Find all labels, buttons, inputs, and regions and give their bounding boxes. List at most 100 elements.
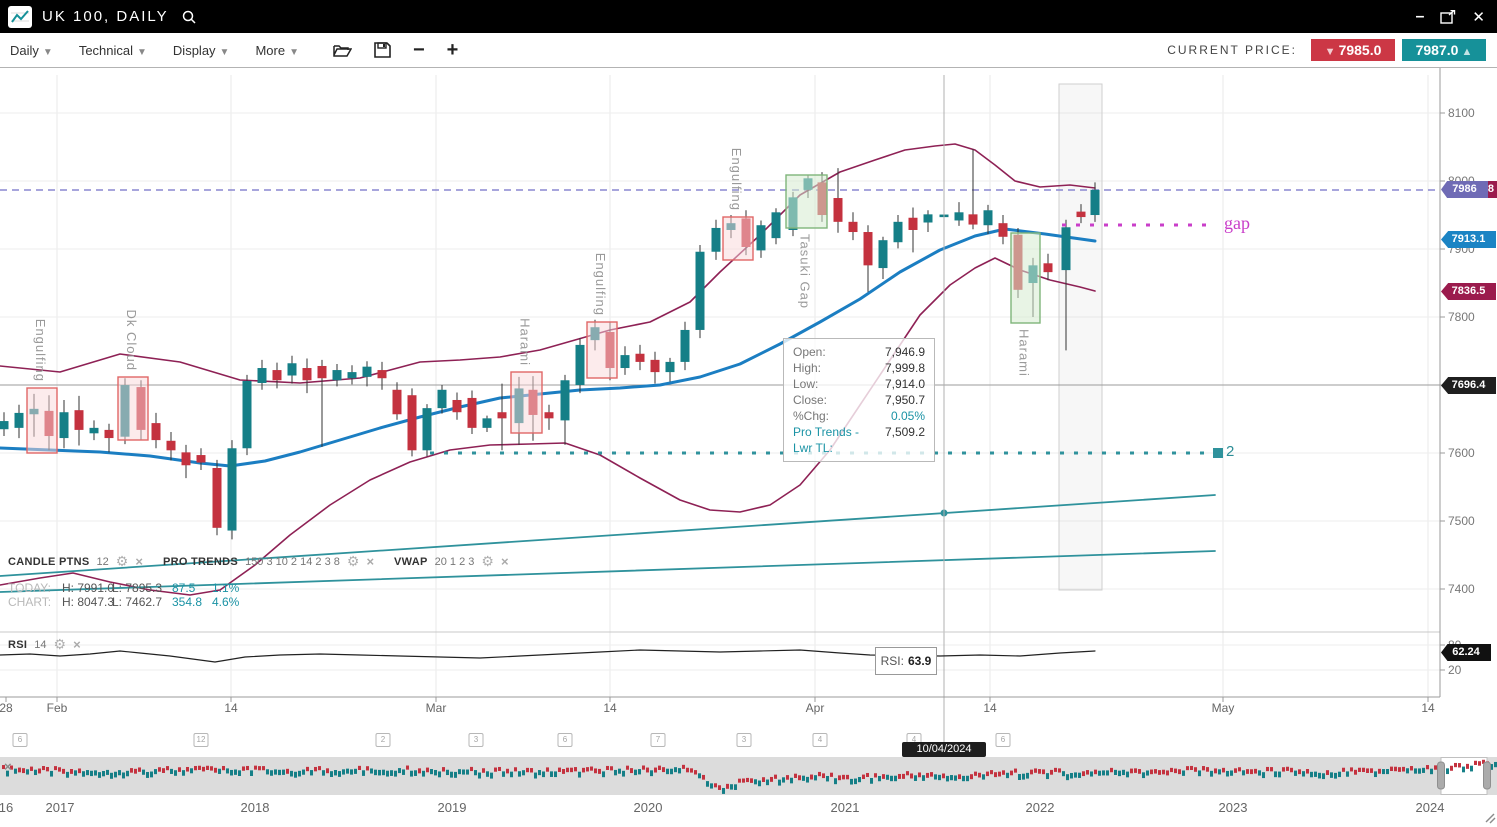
nav-candle (1242, 770, 1245, 776)
nav-candle (994, 772, 997, 778)
nav-handle-left[interactable] (1437, 761, 1445, 790)
menu-technical[interactable]: Technical ▼ (79, 43, 147, 58)
nav-candle (1258, 770, 1261, 776)
menu-more[interactable]: More ▼ (255, 43, 299, 58)
nav-candle (534, 772, 537, 779)
nav-candle (502, 771, 505, 777)
nav-candle (886, 774, 889, 780)
search-icon[interactable] (181, 9, 197, 25)
remove-indicator-icon[interactable]: × (135, 554, 143, 569)
nav-candle (114, 771, 117, 778)
nav-candle (474, 770, 477, 776)
nav-candle (746, 777, 749, 783)
nav-candle (1102, 770, 1105, 776)
remove-indicator-icon[interactable]: × (366, 554, 375, 569)
nav-candle (818, 771, 821, 777)
nav-candle (1466, 763, 1469, 769)
gear-icon[interactable]: ⚙ (346, 553, 360, 569)
nav-candle (26, 769, 29, 775)
nav-candle (966, 775, 969, 782)
nav-candle (398, 768, 401, 774)
nav-candle (850, 778, 853, 785)
nav-candle (306, 766, 309, 772)
nav-candle (1254, 768, 1257, 774)
nav-candle (50, 770, 53, 777)
nav-candle (1046, 773, 1049, 780)
minimize-button[interactable]: – (1415, 7, 1425, 25)
menu-display[interactable]: Display ▼ (173, 43, 230, 58)
nav-candle (1398, 767, 1401, 772)
gear-icon[interactable]: ⚙ (115, 553, 129, 569)
menu-label: Display (172, 42, 216, 58)
close-button[interactable]: ✕ (1472, 8, 1485, 26)
navigator-close-icon[interactable]: × (4, 759, 12, 774)
nav-candle (566, 767, 569, 773)
chart-svg[interactable] (0, 68, 1497, 827)
nav-candle (142, 769, 145, 775)
nav-candle (206, 765, 209, 770)
nav-candle (938, 774, 941, 781)
nav-candle (1414, 768, 1417, 774)
nav-candle (518, 771, 521, 777)
nav-candle (58, 767, 61, 772)
nav-candle (494, 767, 497, 772)
nav-candle (242, 766, 245, 771)
gear-icon[interactable]: ⚙ (481, 553, 494, 569)
nav-candle (346, 768, 349, 774)
candle-body (560, 380, 570, 421)
nav-candle (170, 768, 173, 774)
nav-candle (1190, 765, 1193, 770)
zoom-out-icon[interactable]: − (412, 39, 425, 61)
nav-candle (126, 770, 129, 777)
zoom-in-icon[interactable]: + (446, 39, 459, 61)
nav-candle (646, 767, 649, 773)
nav-candle (458, 769, 461, 775)
nav-candle (1118, 770, 1121, 777)
nav-candle (1478, 761, 1481, 766)
save-icon[interactable] (374, 42, 391, 58)
nav-candle (614, 769, 617, 776)
nav-candle (814, 775, 817, 781)
sell-price-badge[interactable]: ▼ 7985.0 (1311, 39, 1395, 61)
nav-candle (802, 775, 805, 781)
nav-candle (738, 778, 741, 783)
nav-candle (546, 767, 549, 772)
nav-candle (454, 771, 457, 778)
nav-candle (954, 775, 957, 781)
nav-candle (606, 765, 609, 770)
remove-indicator-icon[interactable]: × (73, 637, 81, 652)
candle-body (467, 397, 477, 428)
level-marker (1213, 448, 1223, 458)
menu-daily[interactable]: Daily ▼ (10, 43, 53, 58)
nav-candle (1070, 772, 1073, 779)
candle-body (452, 399, 462, 413)
popout-button[interactable] (1440, 9, 1456, 24)
candle-body (104, 429, 114, 439)
candle-body (756, 225, 766, 251)
nav-candle (854, 778, 857, 785)
nav-candle (18, 767, 21, 773)
nav-candle (298, 770, 301, 777)
remove-indicator-icon[interactable]: × (500, 554, 509, 569)
navigator-strip[interactable] (0, 757, 1497, 795)
nav-candle (86, 770, 89, 776)
nav-candle (1226, 770, 1229, 777)
candle-body (347, 372, 357, 379)
nav-candle (234, 769, 237, 775)
nav-candle (158, 767, 161, 772)
open-folder-icon[interactable] (333, 43, 352, 58)
candle-body (575, 344, 585, 386)
nav-candle (1262, 772, 1265, 779)
buy-price-badge[interactable]: 7987.0 ▲ (1402, 39, 1486, 61)
nav-candle (1110, 767, 1113, 773)
nav-candle (934, 774, 937, 780)
nav-candle (786, 775, 789, 780)
nav-handle-right[interactable] (1483, 761, 1491, 790)
candle-body (227, 448, 237, 531)
menu-label: Daily (10, 42, 39, 58)
nav-candle (842, 774, 845, 780)
gear-icon[interactable]: ⚙ (53, 636, 67, 652)
pattern-box (510, 371, 543, 434)
nav-candle (874, 773, 877, 778)
candle-body (332, 370, 342, 381)
